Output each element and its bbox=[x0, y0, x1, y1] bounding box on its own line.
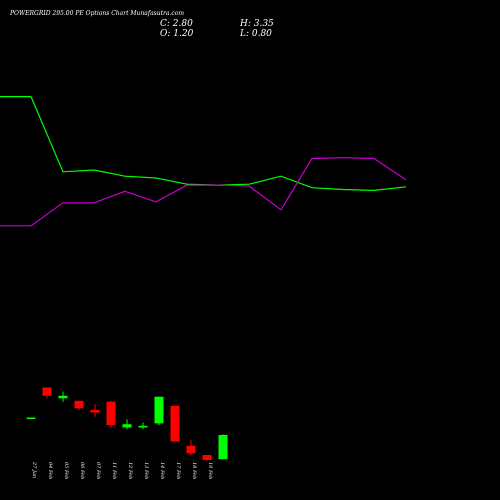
x-tick-label: 27 Jan bbox=[31, 461, 37, 478]
close-value: C: 2.80 bbox=[160, 19, 193, 29]
candle-body bbox=[42, 387, 52, 396]
candle-body bbox=[26, 417, 36, 419]
x-tick-label: 07 Feb bbox=[95, 462, 101, 479]
candle-body bbox=[170, 405, 180, 442]
chart-title: POWERGRID 295.00 PE Options Chart Munafa… bbox=[9, 10, 184, 17]
x-tick-label: 05 Feb bbox=[63, 462, 69, 479]
low-value: L: 0.80 bbox=[239, 29, 272, 39]
x-tick-label: 17 Feb bbox=[175, 462, 181, 479]
candle-body bbox=[122, 424, 132, 428]
x-tick-label: 11 Feb bbox=[111, 462, 117, 479]
x-tick-label: 18 Feb bbox=[191, 462, 197, 479]
x-tick-label: 13 Feb bbox=[143, 462, 149, 479]
x-axis-ticks: 27 Jan 04 Feb 05 Feb 06 Feb 07 Feb 11 Feb 12 F… bbox=[31, 461, 213, 479]
candlesticks bbox=[26, 387, 228, 461]
open-value: O: 1.20 bbox=[160, 29, 194, 39]
candle-body bbox=[74, 400, 84, 409]
x-tick-label: 04 Feb bbox=[47, 462, 53, 479]
series-line-1 bbox=[0, 157, 407, 227]
candle-body bbox=[58, 395, 68, 399]
candle-body bbox=[186, 445, 196, 454]
candle-body bbox=[138, 425, 148, 428]
x-tick-label: 12 Feb bbox=[127, 462, 133, 479]
x-tick-label: 14 Feb bbox=[159, 462, 165, 479]
candle-body bbox=[90, 410, 100, 413]
candle-body bbox=[218, 435, 228, 460]
x-tick-label: 19 Feb bbox=[207, 462, 213, 479]
candle-body bbox=[154, 396, 164, 424]
indicator-lines bbox=[0, 95, 407, 227]
x-tick-label: 06 Feb bbox=[79, 462, 85, 479]
candle-body bbox=[106, 401, 116, 425]
candle-body bbox=[202, 455, 212, 460]
high-value: H: 3.35 bbox=[239, 19, 274, 29]
